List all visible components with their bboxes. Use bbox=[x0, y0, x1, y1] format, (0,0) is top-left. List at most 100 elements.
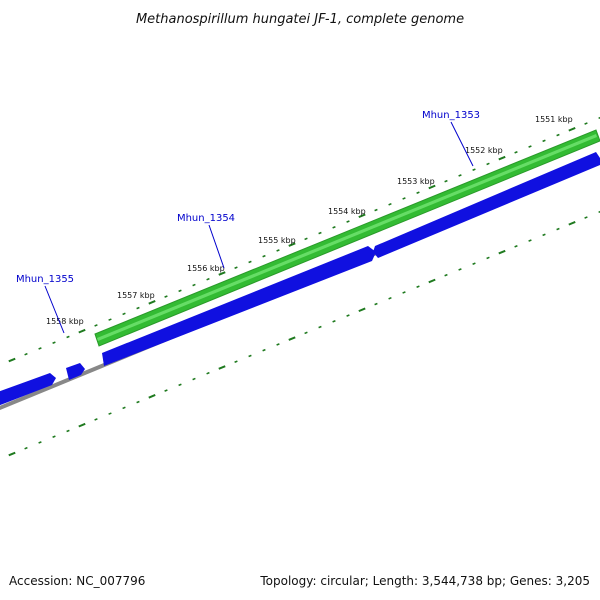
gene-features bbox=[0, 129, 600, 407]
outer-tick bbox=[218, 271, 226, 276]
outer-tick bbox=[108, 318, 112, 321]
gene-mhun-1355[interactable] bbox=[66, 363, 85, 380]
scale-label: 1557 kbp bbox=[117, 291, 155, 300]
inner-tick bbox=[514, 245, 518, 248]
inner-tick bbox=[122, 406, 126, 410]
inner-tick bbox=[374, 302, 378, 306]
inner-tick bbox=[276, 343, 280, 346]
scale-label: 1551 kbp bbox=[535, 115, 573, 124]
outer-tick bbox=[206, 277, 210, 281]
outer-tick bbox=[304, 237, 308, 241]
inner-tick bbox=[428, 278, 436, 284]
inner-tick bbox=[388, 296, 392, 300]
outer-tick bbox=[24, 352, 28, 356]
scale-label: 1553 kbp bbox=[397, 177, 435, 186]
inner-tick bbox=[458, 268, 462, 271]
outer-tick bbox=[388, 202, 392, 206]
outer-tick bbox=[192, 283, 196, 287]
scale-label: 1558 kbp bbox=[46, 317, 84, 326]
outer-tick bbox=[122, 312, 126, 316]
inner-tick bbox=[94, 418, 98, 421]
inner-tick bbox=[318, 325, 322, 329]
outer-tick bbox=[78, 328, 86, 334]
map-title: Methanospirillum hungatei JF-1, complete… bbox=[136, 12, 464, 27]
accession-label: Accession: NC_007796 bbox=[9, 574, 146, 588]
inner-tick bbox=[584, 216, 588, 219]
inner-tick bbox=[472, 262, 476, 265]
inner-tick bbox=[192, 377, 196, 381]
inner-tick bbox=[206, 371, 210, 375]
outer-tick bbox=[428, 184, 436, 190]
outer-tick bbox=[472, 168, 476, 171]
outer-tick-track bbox=[8, 116, 600, 363]
inner-tick bbox=[164, 389, 168, 392]
inner-tick bbox=[346, 314, 350, 317]
gene-label-mhun-1354[interactable]: Mhun_1354 bbox=[177, 213, 235, 224]
inner-tick bbox=[178, 383, 182, 387]
gene-label-mhun-1355[interactable]: Mhun_1355 bbox=[16, 274, 74, 285]
inner-tick bbox=[38, 441, 42, 444]
gene-label-leader bbox=[208, 224, 225, 269]
inner-tick bbox=[304, 331, 308, 335]
gene-highlight[interactable] bbox=[97, 134, 597, 341]
gene-labels: Mhun_1353 Mhun_1354 Mhun_1355 bbox=[16, 110, 480, 334]
gene-mhun-1353-reverse[interactable] bbox=[373, 152, 600, 258]
outer-tick bbox=[52, 341, 56, 345]
outer-tick bbox=[94, 324, 98, 327]
inner-tick bbox=[66, 429, 70, 433]
gene-mhun-1356[interactable] bbox=[0, 373, 56, 407]
outer-tick bbox=[332, 226, 336, 229]
inner-tick bbox=[234, 360, 238, 364]
scale-label: 1556 kbp bbox=[187, 264, 225, 273]
inner-tick bbox=[498, 249, 506, 255]
outer-tick bbox=[276, 249, 280, 252]
outer-tick bbox=[288, 242, 296, 247]
outer-tick bbox=[318, 231, 322, 235]
scale-label: 1555 kbp bbox=[258, 236, 296, 245]
inner-tick bbox=[248, 354, 252, 358]
outer-tick bbox=[164, 295, 168, 298]
inner-tick bbox=[542, 233, 546, 237]
outer-tick bbox=[444, 179, 448, 183]
outer-tick bbox=[542, 139, 546, 143]
scale-label: 1554 kbp bbox=[328, 207, 366, 216]
outer-tick bbox=[136, 306, 140, 310]
outer-tick bbox=[458, 174, 462, 177]
outer-tick bbox=[234, 266, 238, 270]
inner-tick bbox=[52, 435, 56, 439]
outer-tick bbox=[402, 197, 406, 200]
inner-tick bbox=[262, 348, 266, 352]
outer-tick bbox=[416, 191, 420, 195]
inner-tick bbox=[288, 336, 296, 341]
inner-tick bbox=[148, 394, 156, 399]
inner-tick bbox=[598, 210, 600, 214]
outer-tick bbox=[528, 145, 532, 148]
outer-tick bbox=[346, 220, 350, 223]
inner-tick-track bbox=[8, 210, 600, 457]
inner-tick bbox=[556, 227, 560, 231]
outer-tick bbox=[584, 122, 588, 125]
outer-tick bbox=[248, 260, 252, 264]
outer-tick bbox=[38, 347, 42, 350]
outer-tick bbox=[358, 213, 366, 219]
outer-tick bbox=[8, 357, 16, 363]
inner-tick bbox=[136, 400, 140, 404]
outer-tick bbox=[568, 127, 576, 132]
inner-tick bbox=[332, 320, 336, 323]
inner-tick bbox=[416, 285, 420, 289]
outer-tick bbox=[498, 155, 506, 161]
gene-mhun-1354[interactable] bbox=[102, 246, 376, 366]
gene-label-mhun-1353[interactable]: Mhun_1353 bbox=[422, 110, 480, 121]
inner-tick bbox=[358, 307, 366, 313]
outer-tick bbox=[556, 133, 560, 137]
outer-tick bbox=[178, 289, 182, 293]
outer-tick bbox=[486, 162, 490, 166]
scale-label: 1552 kbp bbox=[465, 146, 503, 155]
genome-summary: Topology: circular; Length: 3,544,738 bp… bbox=[260, 574, 590, 588]
gene-label-leader bbox=[450, 121, 474, 167]
outer-tick bbox=[374, 208, 378, 212]
outer-tick bbox=[514, 151, 518, 154]
inner-tick bbox=[402, 291, 406, 294]
gene-label-leader bbox=[44, 285, 65, 334]
